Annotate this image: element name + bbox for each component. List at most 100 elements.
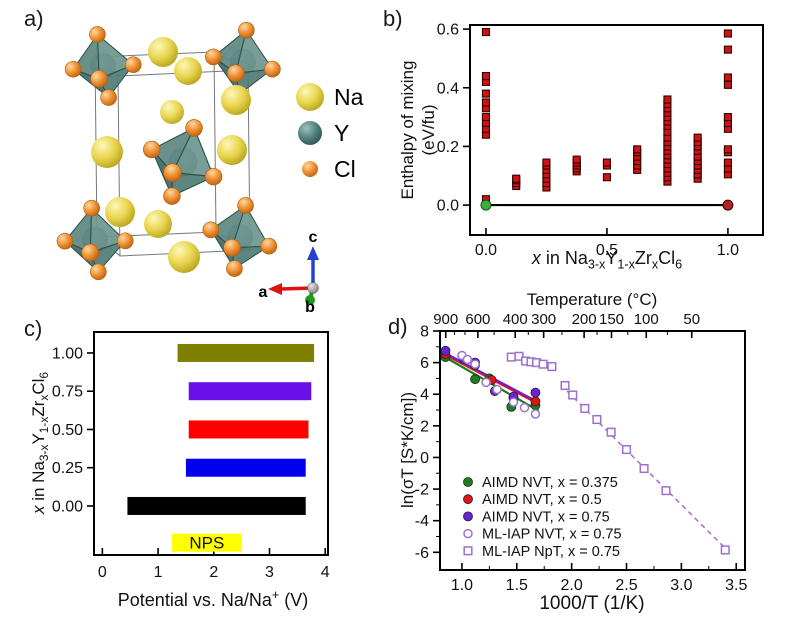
stability-plot: 0.00 0.25 0.50 0.75 1.00 0 1 2 3 4 NPS bbox=[52, 331, 330, 581]
c-x-tick: 4 bbox=[321, 564, 330, 581]
d-y-tick: 4 bbox=[420, 387, 429, 404]
octahedron bbox=[64, 26, 142, 106]
enthalpy-point bbox=[512, 174, 521, 183]
d-temp-tick: 100 bbox=[634, 311, 659, 328]
crystal-structure-panel: Na Y Cl a c b bbox=[56, 21, 364, 312]
c-y-tick: 0.75 bbox=[52, 384, 83, 401]
enthalpy-point bbox=[723, 145, 732, 154]
c-y-tick: 1.00 bbox=[52, 345, 83, 362]
c-y-tick: 0.00 bbox=[52, 498, 83, 515]
data-point bbox=[530, 387, 541, 398]
d-x-tick: 1.5 bbox=[506, 577, 528, 594]
enthalpy-point bbox=[723, 45, 732, 54]
data-point bbox=[580, 403, 590, 414]
d-y-tick: -2 bbox=[415, 482, 429, 499]
y-legend-label: Y bbox=[334, 120, 349, 146]
d-x-tick: 2.0 bbox=[561, 577, 583, 594]
legend-entry: AIMD NVT, x = 0.5 bbox=[482, 492, 602, 508]
data-point bbox=[463, 494, 473, 505]
data-point bbox=[538, 359, 548, 369]
d-temp-tick: 200 bbox=[572, 311, 597, 328]
data-point bbox=[530, 409, 541, 419]
na-sphere bbox=[174, 57, 202, 85]
na-sphere bbox=[160, 100, 184, 124]
b-x-tick: 0.5 bbox=[596, 242, 618, 259]
enthalpy-point bbox=[481, 89, 491, 98]
series-ml-iap-nvt-x-0.75 bbox=[457, 350, 541, 419]
octahedron bbox=[202, 197, 278, 277]
enthalpy-point bbox=[602, 158, 611, 167]
enthalpy-point bbox=[723, 113, 732, 122]
d-temp-tick: 900 bbox=[433, 311, 458, 328]
axis-b-label: b bbox=[305, 299, 315, 312]
enthalpy-point bbox=[572, 155, 581, 164]
data-point bbox=[470, 359, 480, 369]
data-point bbox=[440, 345, 451, 356]
series-ml-iap-npt-x-0.75 bbox=[506, 351, 730, 555]
na-legend-label: Na bbox=[334, 84, 364, 110]
d-top-axis-label: Temperature (°C) bbox=[526, 290, 658, 309]
data-point bbox=[639, 463, 649, 474]
data-point bbox=[621, 445, 632, 455]
axis-c-label: c bbox=[309, 229, 318, 246]
panel-d-label: d) bbox=[388, 314, 408, 339]
na-sphere bbox=[144, 210, 172, 238]
endpoint-marker bbox=[480, 199, 492, 211]
b-y-tick: 0.0 bbox=[437, 198, 459, 215]
d-y-tick: -6 bbox=[415, 545, 429, 562]
d-x-tick: 1.0 bbox=[451, 577, 473, 594]
octahedron bbox=[56, 199, 134, 281]
na-sphere bbox=[148, 37, 178, 67]
data-point bbox=[470, 374, 481, 385]
d-y-tick: 8 bbox=[420, 324, 429, 341]
enthalpy-plot: 0.0 0.2 0.4 0.6 0.0 0.5 1.0 bbox=[437, 22, 764, 259]
legend-entry: AIMD NVT, x = 0.375 bbox=[482, 475, 618, 491]
data-point bbox=[508, 397, 519, 407]
data-point bbox=[462, 354, 473, 365]
c-x-axis-label: Potential vs. Na/Na+ (V) bbox=[117, 588, 309, 610]
stability-bar bbox=[188, 420, 309, 439]
b-y-tick: 0.4 bbox=[437, 80, 459, 97]
conductivity-plot: -6 -4 -2 0 2 4 6 8 1.0 1.5 2.0 2.5 3.0 3.5 900 600 400 30… bbox=[415, 311, 748, 594]
axis-a-label: a bbox=[259, 284, 268, 301]
b-y-tick: 0.2 bbox=[437, 139, 459, 156]
enthalpy-point bbox=[542, 158, 551, 167]
endpoint-marker bbox=[722, 199, 734, 211]
enthalpy-point bbox=[481, 27, 491, 37]
enthalpy-point bbox=[723, 158, 732, 167]
enthalpy-point bbox=[663, 95, 672, 104]
b-x-tick: 0.0 bbox=[475, 242, 497, 259]
b-y-axis-label-line1: Enthalpy of mixing bbox=[398, 60, 417, 200]
na-sphere bbox=[105, 197, 135, 227]
d-x-tick: 3.5 bbox=[725, 577, 747, 594]
enthalpy-point bbox=[723, 80, 732, 89]
d-y-tick: 2 bbox=[420, 418, 429, 435]
d-temp-tick: 400 bbox=[503, 311, 528, 328]
enthalpy-point bbox=[602, 173, 611, 182]
c-y-tick: 0.50 bbox=[52, 422, 83, 439]
c-x-tick: 0 bbox=[98, 564, 107, 581]
enthalpy-point bbox=[693, 133, 702, 142]
d-temp-tick: 50 bbox=[683, 311, 700, 328]
d-y-tick: 6 bbox=[420, 355, 429, 372]
d-x-tick: 2.5 bbox=[615, 577, 637, 594]
d-temp-tick: 600 bbox=[465, 311, 490, 328]
d-temp-tick: 150 bbox=[599, 311, 624, 328]
panel-c-label: c) bbox=[24, 316, 43, 341]
data-point bbox=[506, 352, 516, 362]
d-y-tick: -4 bbox=[415, 513, 429, 530]
c-x-tick: 3 bbox=[265, 564, 274, 581]
cl-legend-label: Cl bbox=[334, 156, 356, 182]
legend-entry: AIMD NVT, x = 0.75 bbox=[482, 509, 610, 525]
enthalpy-point bbox=[481, 98, 491, 107]
enthalpy-point bbox=[633, 145, 642, 154]
data-point bbox=[592, 414, 602, 425]
stability-bar bbox=[188, 382, 312, 401]
legend-entry: ML-IAP NVT, x = 0.75 bbox=[482, 527, 622, 543]
structure-legend: Na Y Cl bbox=[296, 83, 364, 182]
data-point bbox=[463, 477, 473, 487]
enthalpy-point bbox=[481, 113, 491, 122]
data-point bbox=[463, 546, 473, 556]
data-point bbox=[661, 486, 671, 496]
